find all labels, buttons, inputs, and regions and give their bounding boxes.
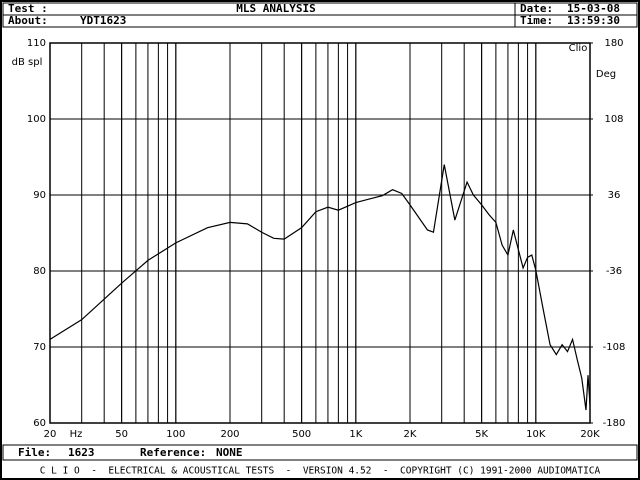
time-label: Time: (520, 14, 553, 27)
x-tick-label: 100 (166, 429, 185, 440)
y-tick-label: 60 (33, 418, 46, 429)
plot-frame (49, 42, 591, 424)
x-tick-label: 2K (404, 429, 417, 440)
date: 15-03-08 (567, 2, 620, 15)
y2-tick-label: -180 (603, 418, 626, 429)
x-tick-label: 20K (580, 429, 600, 440)
y2-tick-label: -108 (603, 342, 626, 353)
y2-axis-label: Deg (596, 69, 616, 80)
about: YDT1623 (80, 14, 126, 27)
time: 13:59:30 (567, 14, 620, 27)
y-tick-label: 90 (33, 190, 46, 201)
reference-label: Reference: (140, 446, 206, 459)
y2-tick-label: 108 (604, 114, 623, 125)
x-tick-label: 50 (115, 429, 128, 440)
x-tick-label: 200 (220, 429, 239, 440)
y2-tick-label: -36 (606, 266, 622, 277)
brand: Clio (569, 43, 588, 54)
y-axis-label: dB spl (12, 57, 43, 68)
title: MLS ANALYSIS (236, 2, 315, 15)
response-curve (49, 164, 591, 411)
x-tick-label: 20 (44, 429, 57, 440)
y2-tick-label: 180 (604, 38, 623, 49)
x-tick-label: 10K (526, 429, 546, 440)
footer-box (2, 444, 638, 461)
x-tick-label: 5K (475, 429, 488, 440)
status-bar: C L I O - ELECTRICAL & ACOUSTICAL TESTS … (40, 466, 601, 477)
test-label: Test : (8, 2, 48, 15)
y2-tick-label: 36 (608, 190, 621, 201)
y-tick-label: 70 (33, 342, 46, 353)
x-tick-label: 1K (349, 429, 362, 440)
reference: NONE (216, 446, 243, 459)
x-axis-label: Hz (70, 429, 83, 440)
file: 1623 (68, 446, 95, 459)
y-tick-label: 80 (33, 266, 46, 277)
x-tick-label: 500 (292, 429, 311, 440)
y-tick-label: 100 (27, 114, 46, 125)
about-label: About: (8, 14, 48, 27)
file-label: File: (18, 446, 51, 459)
y-tick-label: 110 (27, 38, 46, 49)
date-label: Date: (520, 2, 553, 15)
